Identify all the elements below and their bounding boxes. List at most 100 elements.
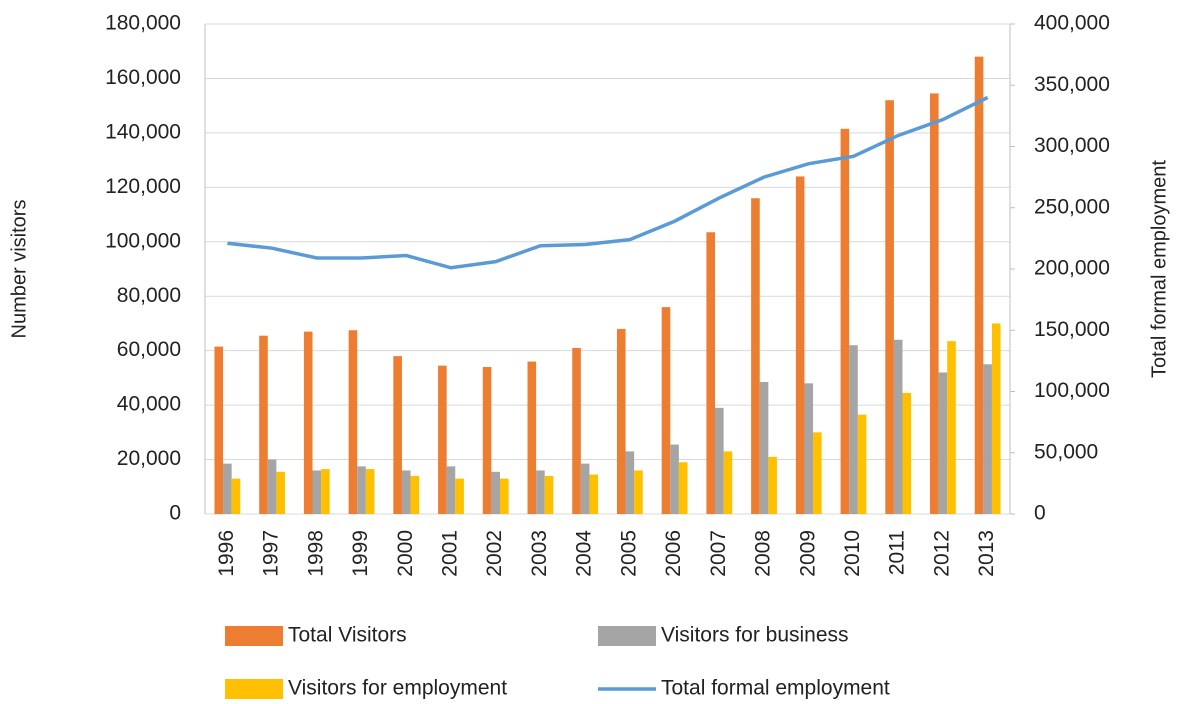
legend-label: Total formal employment xyxy=(661,677,890,700)
bar xyxy=(661,307,671,514)
x-tick-label: 2008 xyxy=(752,530,775,577)
x-tick-label: 2000 xyxy=(394,530,417,577)
y2-tick-label: 100,000 xyxy=(1034,379,1110,402)
y2-tick-label: 250,000 xyxy=(1034,195,1110,218)
bar xyxy=(267,459,277,514)
bar xyxy=(938,372,948,514)
y2-tick-label: 50,000 xyxy=(1034,440,1098,463)
bar xyxy=(974,56,984,515)
y-tick-label: 0 xyxy=(169,502,181,525)
bar xyxy=(893,339,903,514)
bar xyxy=(491,471,500,514)
bar xyxy=(768,456,777,514)
legend-swatch xyxy=(598,626,656,646)
x-tick-label: 1999 xyxy=(349,530,372,577)
bar xyxy=(214,346,224,514)
bar xyxy=(795,176,805,514)
bar xyxy=(857,414,867,514)
y2-tick-label: 0 xyxy=(1034,502,1046,525)
bar xyxy=(902,392,912,514)
x-tick-label: 2010 xyxy=(841,530,864,577)
x-tick-label: 2001 xyxy=(439,530,462,577)
bar xyxy=(804,383,814,514)
legend-label: Visitors for business xyxy=(661,624,849,647)
y-tick-label: 140,000 xyxy=(105,120,181,143)
y-tick-label: 180,000 xyxy=(105,12,181,35)
bar xyxy=(840,128,850,515)
y-tick-label: 60,000 xyxy=(117,338,181,361)
y-tick-label: 80,000 xyxy=(117,284,181,307)
bar xyxy=(634,470,643,514)
bar xyxy=(759,381,769,514)
bar xyxy=(321,469,330,514)
legend-label: Visitors for employment xyxy=(288,677,507,700)
bar xyxy=(499,478,509,514)
x-tick-label: 1998 xyxy=(304,530,327,577)
x-tick-label: 2011 xyxy=(886,530,909,575)
bar xyxy=(930,93,939,515)
bar xyxy=(446,466,456,514)
bar xyxy=(259,335,268,514)
bar xyxy=(580,463,590,514)
y-tick-label: 40,000 xyxy=(117,393,181,416)
x-tick-label: 2003 xyxy=(528,530,551,577)
bar xyxy=(365,469,375,514)
bar xyxy=(991,323,1001,514)
bar xyxy=(312,470,322,514)
y2-tick-label: 350,000 xyxy=(1034,73,1110,96)
bar xyxy=(813,432,822,514)
bar xyxy=(401,470,411,514)
bar xyxy=(849,345,858,514)
bar xyxy=(723,451,733,514)
bar xyxy=(231,478,241,514)
x-tick-label: 2002 xyxy=(483,530,506,577)
bar xyxy=(303,331,313,514)
x-tick-label: 2013 xyxy=(975,530,998,577)
bar xyxy=(223,463,232,514)
y2-tick-label: 300,000 xyxy=(1034,134,1110,157)
y-tick-label: 20,000 xyxy=(117,447,181,470)
bar xyxy=(678,462,688,514)
y2-tick-label: 400,000 xyxy=(1034,12,1110,35)
bar xyxy=(947,341,956,514)
bar xyxy=(393,356,402,514)
legend-label: Total Visitors xyxy=(288,624,407,647)
bar xyxy=(616,328,626,514)
x-tick-label: 2012 xyxy=(930,530,953,577)
bar xyxy=(715,407,724,514)
bar xyxy=(670,444,679,514)
bar xyxy=(527,361,537,514)
bar xyxy=(482,367,492,514)
x-tick-label: 1997 xyxy=(260,530,283,577)
y-tick-label: 120,000 xyxy=(105,175,181,198)
y-tick-label: 100,000 xyxy=(105,229,181,252)
legend-swatch xyxy=(225,679,283,699)
bar xyxy=(410,475,420,514)
bar xyxy=(536,470,545,514)
x-tick-label: 2004 xyxy=(573,530,596,577)
y-axis-title: Number visitors xyxy=(8,200,30,339)
bar xyxy=(885,100,894,514)
x-tick-label: 1996 xyxy=(215,530,238,577)
bar xyxy=(276,471,285,514)
line xyxy=(227,95,989,270)
y2-tick-label: 150,000 xyxy=(1034,318,1110,341)
bar xyxy=(357,466,366,514)
x-tick-label: 2006 xyxy=(662,530,685,577)
bar xyxy=(983,364,992,514)
y2-tick-label: 200,000 xyxy=(1034,257,1110,280)
x-tick-label: 2007 xyxy=(707,530,730,577)
x-tick-label: 2009 xyxy=(796,530,819,577)
bar xyxy=(572,347,581,514)
bar xyxy=(455,478,464,514)
bar xyxy=(438,365,447,514)
bar xyxy=(589,474,599,514)
y-tick-label: 160,000 xyxy=(105,66,181,89)
bar xyxy=(348,330,358,514)
legend-swatch xyxy=(225,626,283,646)
x-tick-label: 2005 xyxy=(617,530,640,577)
bar xyxy=(625,451,635,514)
bar xyxy=(751,198,760,514)
bar xyxy=(706,232,716,514)
